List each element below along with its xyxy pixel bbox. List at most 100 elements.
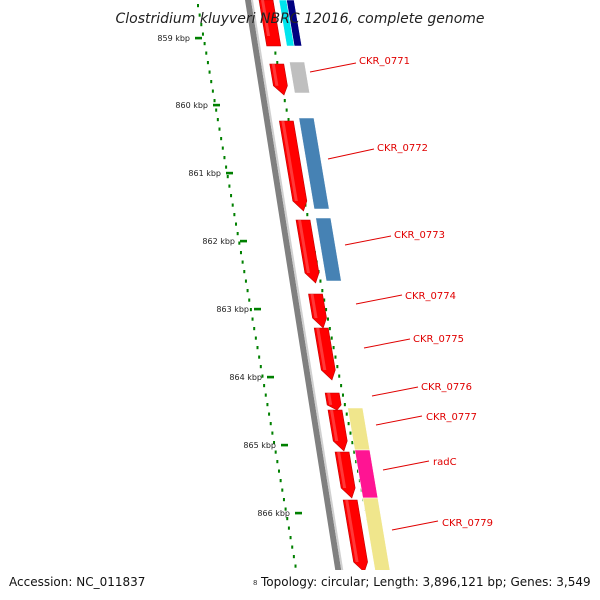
gene-label[interactable]: radC xyxy=(433,457,457,468)
cog-block[interactable] xyxy=(289,61,310,94)
gc-dot xyxy=(284,507,287,511)
gene-label[interactable]: CKR_0774 xyxy=(405,291,456,302)
gc-dot xyxy=(261,374,264,378)
cog-block[interactable] xyxy=(298,117,330,210)
gene-arrow[interactable] xyxy=(269,63,288,96)
gc-dot xyxy=(249,308,252,312)
gc-dot xyxy=(292,555,295,559)
genome-info-text: Topology: circular; Length: 3,896,121 bp… xyxy=(260,575,591,589)
gene-label[interactable]: CKR_0777 xyxy=(426,412,477,423)
strand-dot xyxy=(332,346,335,350)
tick-mark xyxy=(213,103,220,107)
strand-dot xyxy=(326,317,329,321)
cog-block[interactable] xyxy=(347,407,371,451)
label-leader-line xyxy=(371,386,419,397)
gc-dot xyxy=(200,23,203,27)
gc-dot xyxy=(254,336,257,340)
strand-dot xyxy=(323,298,326,302)
tick-label: 865 kbp xyxy=(243,441,276,450)
gene-highlight xyxy=(345,500,359,562)
tick-mark xyxy=(281,443,288,447)
backbone-line xyxy=(245,0,346,600)
backbone-highlight xyxy=(251,0,348,600)
strand-dot xyxy=(334,355,337,359)
gene-arrow[interactable] xyxy=(334,451,356,499)
gene-arrow[interactable] xyxy=(313,327,336,381)
strand-dot xyxy=(306,213,309,217)
gene-label[interactable]: CKR_0775 xyxy=(413,334,464,345)
label-leader-line xyxy=(391,520,439,531)
gc-dot xyxy=(223,156,226,160)
gene-highlight xyxy=(310,294,318,318)
gc-dot xyxy=(198,13,201,17)
gene-label[interactable]: CKR_0779 xyxy=(442,518,493,529)
gc-dot xyxy=(225,165,228,169)
gc-dot xyxy=(241,260,244,264)
gc-dot xyxy=(268,412,271,416)
strand-dot xyxy=(276,61,279,65)
gc-dot xyxy=(226,175,229,179)
label-leader-line xyxy=(327,148,375,160)
gc-dot xyxy=(206,61,209,65)
gene-label[interactable]: CKR_0776 xyxy=(421,382,472,393)
gc-dot xyxy=(277,469,280,473)
gene-highlight xyxy=(261,0,271,36)
tick-label: 866 kbp xyxy=(257,509,290,518)
gc-dot xyxy=(263,384,266,388)
gc-dot xyxy=(271,431,274,435)
gene-highlight xyxy=(271,64,279,86)
gc-dot xyxy=(233,213,236,217)
tick-label: 862 kbp xyxy=(202,237,235,246)
gc-dot xyxy=(205,51,208,55)
tick-label: 860 kbp xyxy=(175,101,208,110)
gene-arrow[interactable] xyxy=(342,499,368,573)
gc-dot xyxy=(258,355,261,359)
gc-dot xyxy=(248,298,251,302)
gc-dot xyxy=(236,232,239,236)
strand-dot xyxy=(353,450,356,454)
strand-dot xyxy=(338,374,341,378)
cog-block[interactable] xyxy=(286,0,303,47)
gene-arrow[interactable] xyxy=(327,409,348,452)
gc-dot xyxy=(286,517,289,521)
gene-arrow[interactable] xyxy=(295,219,320,284)
gc-dot xyxy=(266,403,269,407)
tick-label: 863 kbp xyxy=(216,305,249,314)
gc-dot xyxy=(246,289,249,293)
gene-features[interactable] xyxy=(258,0,396,600)
info-prefix: 8 xyxy=(253,579,257,587)
strand-dot xyxy=(341,393,344,397)
gene-label[interactable]: CKR_0771 xyxy=(359,56,410,67)
tick-mark xyxy=(267,375,274,379)
gene-highlight xyxy=(330,410,339,441)
label-leader-line xyxy=(375,415,423,426)
gc-dot xyxy=(291,545,294,549)
strand-dot xyxy=(345,412,348,416)
gc-dot xyxy=(244,279,247,283)
strand-dot xyxy=(355,460,358,464)
gc-dot xyxy=(287,526,290,530)
gc-dot xyxy=(221,146,224,150)
gc-dot xyxy=(216,118,219,122)
cog-block[interactable] xyxy=(315,217,342,282)
gene-arrow[interactable] xyxy=(324,392,342,411)
gc-dot xyxy=(276,460,279,464)
gene-label[interactable]: CKR_0773 xyxy=(394,230,445,241)
gene-highlight xyxy=(337,452,347,488)
cog-block[interactable] xyxy=(354,449,379,499)
gc-dot xyxy=(256,346,259,350)
tick-mark xyxy=(226,171,233,175)
gc-dot xyxy=(273,441,276,445)
gene-label[interactable]: CKR_0772 xyxy=(377,143,428,154)
gene-highlight xyxy=(298,220,310,273)
strand-dot xyxy=(356,469,359,473)
gc-dot xyxy=(282,498,285,502)
gc-dot xyxy=(253,327,256,331)
tick-mark xyxy=(254,307,261,311)
strand-dot xyxy=(340,384,343,388)
strand-dot xyxy=(349,431,352,435)
strand-dot xyxy=(283,99,286,103)
gc-dot xyxy=(220,137,223,141)
gc-dot xyxy=(231,203,234,207)
backbone xyxy=(245,0,348,600)
